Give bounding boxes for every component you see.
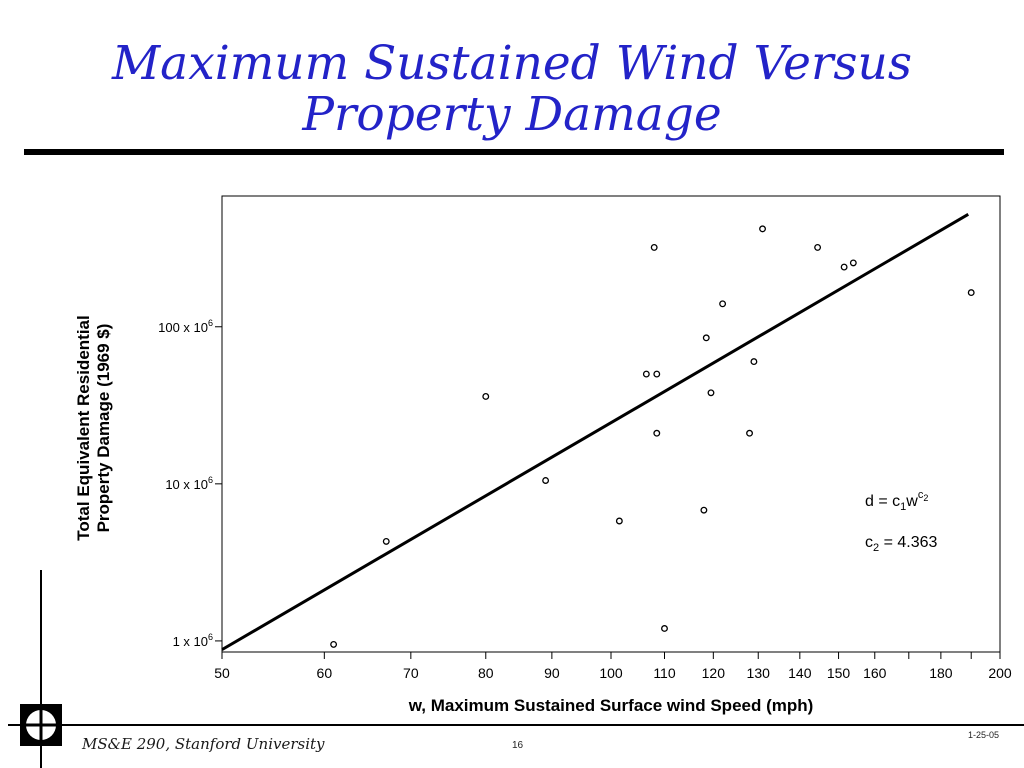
y-axis-label-line-2: Property Damage (1969 $) xyxy=(94,323,113,533)
data-point xyxy=(330,640,338,648)
title-line-1: Maximum Sustained Wind Versus xyxy=(112,36,912,91)
x-tick-label: 100 xyxy=(599,665,623,681)
slide-title: Maximum Sustained Wind Versus Property D… xyxy=(0,38,1024,140)
footer-vertical-rule xyxy=(40,570,42,768)
footer-date: 1-25-05 xyxy=(968,730,1000,740)
data-point xyxy=(759,225,766,233)
y-tick-label: 1 x 106 xyxy=(173,632,213,649)
title-line-2: Property Damage xyxy=(302,87,722,142)
data-point xyxy=(702,334,710,342)
x-tick-label: 110 xyxy=(653,665,676,681)
x-tick-label: 130 xyxy=(747,665,771,681)
data-point xyxy=(661,625,668,632)
fit-parameter: c2 = 4.363 xyxy=(865,534,938,554)
x-tick-label: 200 xyxy=(988,665,1012,681)
data-point xyxy=(542,477,550,484)
page-number: 16 xyxy=(512,740,524,751)
x-tick-label: 180 xyxy=(929,665,953,681)
footer-horizontal-rule xyxy=(8,724,1024,726)
data-point xyxy=(746,429,753,437)
logo-icon xyxy=(20,704,62,746)
data-point xyxy=(750,358,758,366)
y-axis-label-line-1: Total Equivalent Residential xyxy=(74,315,93,541)
footer-course: MS&E 290, Stanford University xyxy=(82,735,325,753)
x-tick-label: 120 xyxy=(702,665,726,681)
x-tick-label: 90 xyxy=(544,665,560,681)
title-rule xyxy=(24,149,1004,155)
x-axis-label: w, Maximum Sustained Surface wind Speed … xyxy=(408,696,814,715)
data-point xyxy=(650,243,658,251)
data-point xyxy=(814,243,822,251)
data-point xyxy=(653,370,661,378)
x-tick-label: 70 xyxy=(403,665,419,681)
fit-equation: d = c1wc2 xyxy=(865,489,928,513)
data-point xyxy=(840,263,848,271)
data-point xyxy=(849,259,857,267)
data-point xyxy=(482,393,490,400)
data-point xyxy=(653,429,661,437)
data-point xyxy=(700,506,708,514)
data-point xyxy=(642,370,650,378)
y-tick-label: 10 x 106 xyxy=(165,475,213,492)
y-axis-ticks: 1 x 106 10 x 106 100 x 106 xyxy=(158,318,222,649)
y-tick-label: 100 x 106 xyxy=(158,318,213,335)
data-point xyxy=(719,300,727,308)
data-point xyxy=(615,517,623,525)
y-axis-label: Total Equivalent Residential Property Da… xyxy=(74,278,114,578)
data-point xyxy=(707,389,715,397)
data-point xyxy=(967,289,975,297)
x-tick-label: 80 xyxy=(478,665,494,681)
data-point xyxy=(382,537,390,545)
data-points xyxy=(330,225,975,648)
x-tick-label: 140 xyxy=(788,665,812,681)
fit-line xyxy=(221,213,970,651)
x-tick-label: 150 xyxy=(827,665,851,681)
x-tick-label: 60 xyxy=(317,665,333,681)
x-tick-label: 50 xyxy=(214,665,230,681)
x-axis-ticks: 50 60 70 80 90 100 110 120 130 140 150 160 180 200 xyxy=(214,652,1012,681)
x-tick-label: 160 xyxy=(863,665,887,681)
